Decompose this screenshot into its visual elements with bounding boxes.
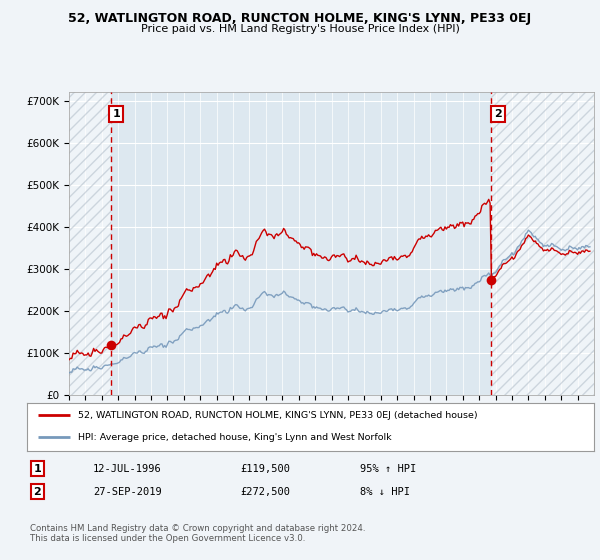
Text: £272,500: £272,500 — [240, 487, 290, 497]
Text: £119,500: £119,500 — [240, 464, 290, 474]
Text: 12-JUL-1996: 12-JUL-1996 — [93, 464, 162, 474]
Text: Price paid vs. HM Land Registry's House Price Index (HPI): Price paid vs. HM Land Registry's House … — [140, 24, 460, 34]
Bar — [491, 92, 594, 395]
Text: 52, WATLINGTON ROAD, RUNCTON HOLME, KING'S LYNN, PE33 0EJ: 52, WATLINGTON ROAD, RUNCTON HOLME, KING… — [68, 12, 532, 25]
Text: 1: 1 — [112, 109, 120, 119]
Text: 1: 1 — [34, 464, 41, 474]
Text: 8% ↓ HPI: 8% ↓ HPI — [360, 487, 410, 497]
Bar — [69, 92, 110, 395]
Text: 2: 2 — [494, 109, 502, 119]
Text: Contains HM Land Registry data © Crown copyright and database right 2024.
This d: Contains HM Land Registry data © Crown c… — [30, 524, 365, 543]
Text: 2: 2 — [34, 487, 41, 497]
Text: HPI: Average price, detached house, King's Lynn and West Norfolk: HPI: Average price, detached house, King… — [78, 433, 392, 442]
Text: 52, WATLINGTON ROAD, RUNCTON HOLME, KING'S LYNN, PE33 0EJ (detached house): 52, WATLINGTON ROAD, RUNCTON HOLME, KING… — [78, 410, 478, 419]
Text: 27-SEP-2019: 27-SEP-2019 — [93, 487, 162, 497]
Text: 95% ↑ HPI: 95% ↑ HPI — [360, 464, 416, 474]
